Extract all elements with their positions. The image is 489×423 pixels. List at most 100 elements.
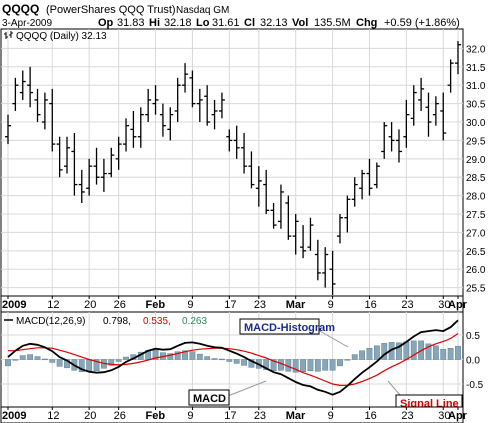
price-legend: QQQQ (Daily) 32.13 [4, 31, 107, 42]
histogram-bar [351, 354, 358, 360]
ohlc-bar [344, 195, 351, 233]
x-axis-tick-label: 20 [84, 410, 96, 422]
macd-y-axis: 0.5 0.0 -0.5 [466, 331, 484, 391]
ohlc-bar [292, 214, 299, 255]
ohlc-bar [49, 88, 56, 152]
ohlc-bar [233, 125, 240, 159]
histogram-bar [167, 353, 174, 360]
x-axis-tick-label: 30 [438, 299, 450, 311]
histogram-bar [56, 359, 63, 367]
price-panel [0, 28, 464, 297]
histogram-bar [204, 356, 211, 360]
price-legend-text: QQQQ (Daily) 32.13 [16, 31, 107, 42]
histogram-bar [359, 350, 366, 360]
volume-value: 135.5M [314, 17, 351, 29]
macd-legend-signal-value: 0.535, [143, 316, 171, 327]
chart-header: QQQQ (PowerShares QQQ Trust) Nasdaq GM 3… [2, 2, 460, 29]
x-axis-tick-label: 9 [328, 299, 334, 311]
ohlc-bar [314, 239, 321, 281]
x-axis-tick-label: 17 [224, 410, 236, 422]
x-axis-tick-label: 23 [401, 410, 413, 422]
x-axis-tick-label: 12 [47, 299, 59, 311]
ohlc-bar [41, 92, 48, 130]
ohlc-bar [432, 96, 439, 126]
symbol-title: QQQQ [2, 2, 39, 16]
histogram-bar [396, 342, 402, 360]
ohlc-bar [418, 77, 425, 111]
histogram-bar [123, 356, 129, 360]
x-axis-band-bottom [0, 406, 464, 423]
x-axis-tick-label: 2009 [2, 410, 26, 422]
x-axis-tick-label: Mar [286, 299, 306, 311]
histogram-bar [329, 359, 336, 371]
ohlc-bar [167, 107, 174, 141]
ohlc-bar [204, 85, 211, 126]
price-tick-label: 32.0 [466, 44, 486, 55]
ohlc-bar [159, 103, 166, 137]
histogram-bar [337, 359, 343, 367]
ohlc-bar [211, 99, 218, 130]
histogram-bar [278, 359, 284, 371]
x-axis-tick-label: Mar [286, 410, 306, 422]
histogram-bar [219, 358, 225, 361]
annotation-macd: MACD [188, 380, 267, 406]
histogram-bar [447, 347, 454, 360]
ohlc-bar [108, 147, 115, 178]
x-axis-tick-label: 9 [187, 410, 193, 422]
close-value: 32.13 [260, 17, 288, 29]
ohlc-bar [241, 133, 248, 174]
histogram-bar [403, 341, 410, 360]
ohlc-bar [410, 85, 417, 126]
histogram-bar [226, 359, 233, 362]
high-label: Hi [149, 17, 160, 29]
histogram-bar [440, 348, 447, 360]
histogram-bar [455, 346, 461, 360]
ohlc-bar [359, 169, 366, 200]
open-label: Op [98, 17, 114, 29]
x-axis-tick-label: 16 [364, 410, 376, 422]
ohlc-bar [395, 129, 402, 163]
macd-line [7, 319, 459, 396]
ohlc-bar [64, 136, 71, 174]
histogram-bar [34, 356, 41, 360]
histogram-bar [86, 359, 93, 372]
x-axis-tick-label: 23 [254, 299, 266, 311]
ohlc-bar [12, 77, 19, 111]
x-axis-tick-label: Feb [146, 410, 166, 422]
ohlc-bar [27, 66, 34, 108]
ohlc-bar [19, 70, 26, 100]
ohlc-bar [351, 177, 358, 207]
change-label: Chg [356, 17, 377, 29]
ohlc-bar [189, 70, 196, 108]
price-tick-label: 27.0 [466, 228, 486, 239]
ohlc-bar [248, 151, 255, 189]
histogram-bar [41, 358, 48, 361]
ohlc-bar [115, 136, 122, 170]
histogram-bar [410, 340, 417, 360]
ohlc-bar [329, 250, 336, 295]
ohlc-bar [100, 158, 107, 192]
ohlc-bar [373, 162, 380, 189]
histogram-bar [322, 359, 329, 371]
histogram-bar [373, 345, 380, 360]
histogram-bar [248, 359, 255, 368]
price-y-axis: 25.5 26.0 26.5 27.0 27.5 28.0 28.5 29.0 29.5 30.0… [466, 44, 486, 294]
macd-legend: MACD(12,26,9) 0.798, 0.535, 0.263 [4, 316, 207, 327]
histogram-bar [5, 359, 11, 367]
price-tick-label: 31.0 [466, 81, 486, 92]
ohlc-bar [277, 184, 284, 229]
macd-legend-hist-value: 0.263 [182, 316, 207, 327]
ohlc-bar [93, 147, 100, 185]
ohlc-bar [5, 114, 11, 145]
price-tick-label: 26.0 [466, 265, 486, 276]
ohlc-bar [137, 107, 144, 148]
macd-legend-label: MACD(12,26,9) [16, 316, 85, 327]
price-tick-label: 30.5 [466, 100, 486, 111]
histogram-bar [182, 350, 188, 360]
ohlc-bar [425, 92, 432, 137]
price-tick-label: 28.0 [466, 192, 486, 203]
ohlc-bar [56, 136, 63, 178]
price-tick-label: 27.5 [466, 210, 486, 221]
histogram-bar [211, 358, 218, 360]
